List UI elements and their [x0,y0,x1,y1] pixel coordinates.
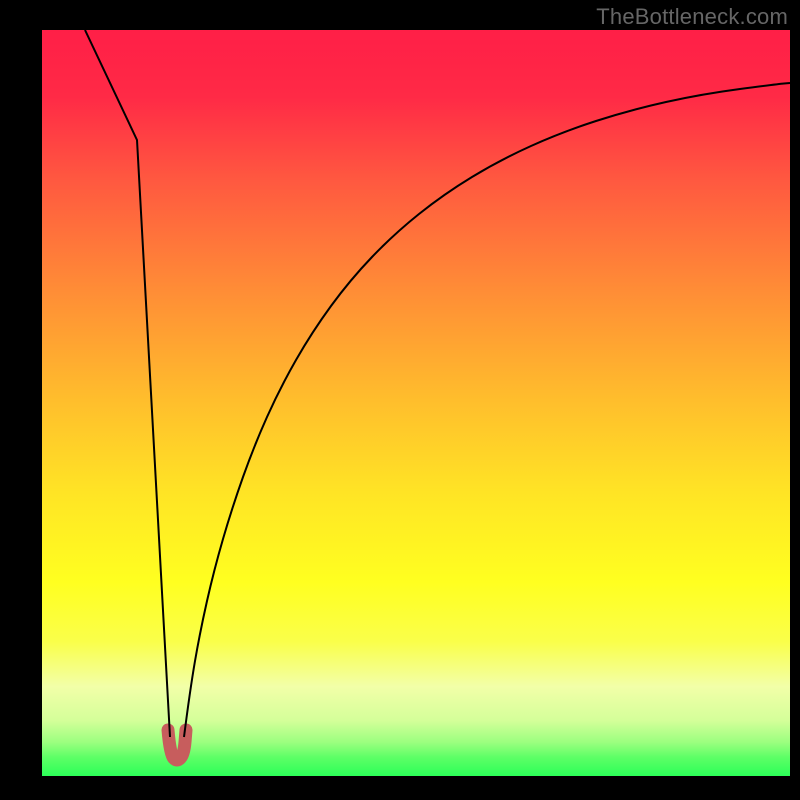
plot-area [42,30,790,776]
right-curve-path [184,83,790,737]
bottleneck-curve [42,30,790,776]
left-segment-path [85,30,170,737]
watermark-text: TheBottleneck.com [596,4,788,30]
chart-frame: TheBottleneck.com [0,0,800,800]
